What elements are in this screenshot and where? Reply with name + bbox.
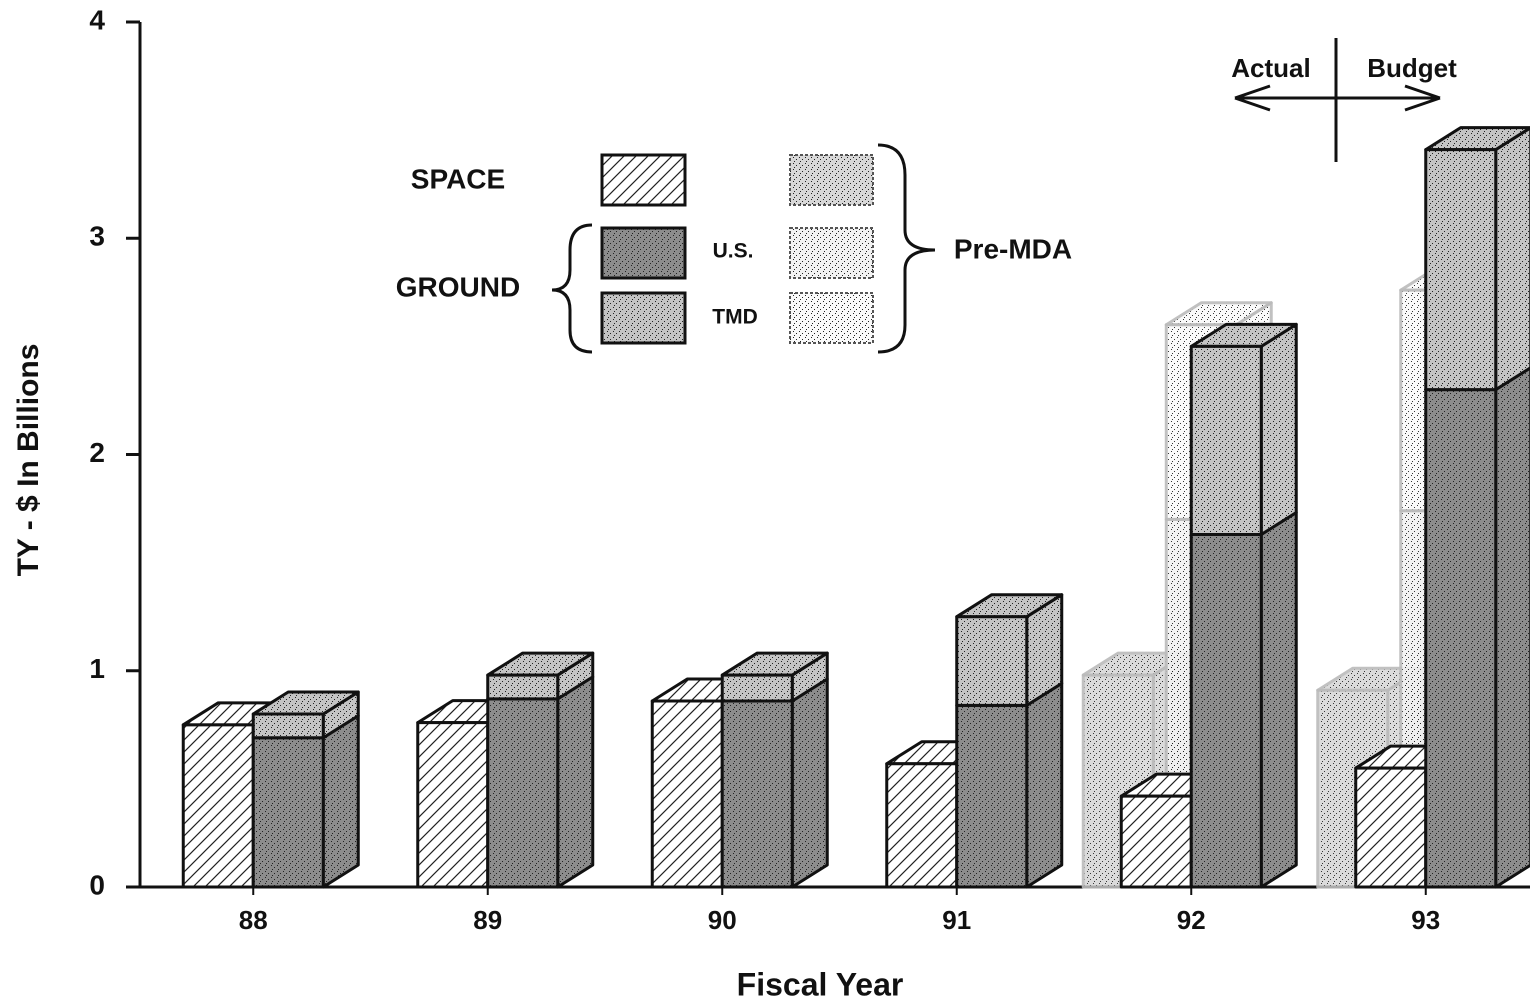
legend-label: GROUND	[396, 271, 520, 302]
annotation: Actual	[1231, 53, 1310, 83]
bar	[1354, 766, 1428, 889]
x-tick-label: 89	[473, 905, 502, 935]
bar-side	[1025, 681, 1064, 889]
bar-side	[321, 714, 360, 889]
y-tick-label: 4	[89, 4, 105, 35]
legend-swatch	[600, 291, 687, 345]
bar	[955, 615, 1029, 707]
x-tick-label: 91	[942, 905, 971, 935]
bar	[720, 699, 794, 889]
x-axis-title: Fiscal Year	[737, 966, 904, 1002]
bar	[486, 697, 560, 889]
bar	[1424, 148, 1498, 392]
x-tick-label: 88	[239, 905, 268, 935]
y-tick-label: 0	[89, 869, 105, 900]
bar-side	[1259, 322, 1298, 537]
bar	[720, 673, 794, 703]
bar	[650, 699, 724, 889]
legend-swatch	[789, 227, 874, 279]
bar	[251, 712, 325, 740]
legend-label: U.S.	[713, 240, 754, 263]
bar	[1189, 344, 1263, 537]
x-tick-label: 90	[708, 905, 737, 935]
brace	[551, 223, 593, 354]
x-tick-label: 92	[1177, 905, 1206, 935]
bar-side	[1494, 126, 1530, 392]
bar	[1424, 388, 1498, 889]
arrow	[1234, 84, 1441, 112]
legend-swatch	[789, 154, 874, 206]
legend-label: TMD	[712, 306, 758, 329]
bar	[955, 703, 1029, 889]
x-tick-label: 93	[1411, 905, 1440, 935]
y-axis-title: TY - $ In Billions	[12, 344, 45, 577]
bar-side	[790, 677, 829, 889]
brace	[877, 143, 936, 354]
bar	[181, 723, 255, 889]
bar	[251, 736, 325, 889]
bar-side	[1259, 511, 1298, 889]
annotation: Budget	[1367, 53, 1457, 83]
legend-label: SPACE	[411, 163, 505, 194]
bar	[416, 721, 490, 889]
y-tick-label: 2	[89, 437, 105, 468]
y-tick-label: 1	[89, 653, 105, 684]
bar	[486, 673, 560, 701]
legend-swatch	[789, 292, 874, 344]
y-tick-label: 3	[89, 221, 105, 252]
bar	[1119, 794, 1193, 889]
bar	[1189, 533, 1263, 889]
bar	[885, 762, 959, 889]
legend-swatch	[600, 226, 687, 280]
legend-swatch	[600, 153, 687, 207]
bar-side	[1494, 366, 1530, 889]
legend-label: Pre-MDA	[954, 233, 1072, 264]
legend-braces	[551, 38, 1441, 354]
bar-side	[556, 675, 595, 889]
